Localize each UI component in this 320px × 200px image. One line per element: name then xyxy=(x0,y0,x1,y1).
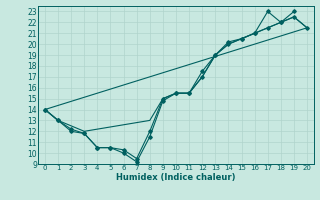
X-axis label: Humidex (Indice chaleur): Humidex (Indice chaleur) xyxy=(116,173,236,182)
